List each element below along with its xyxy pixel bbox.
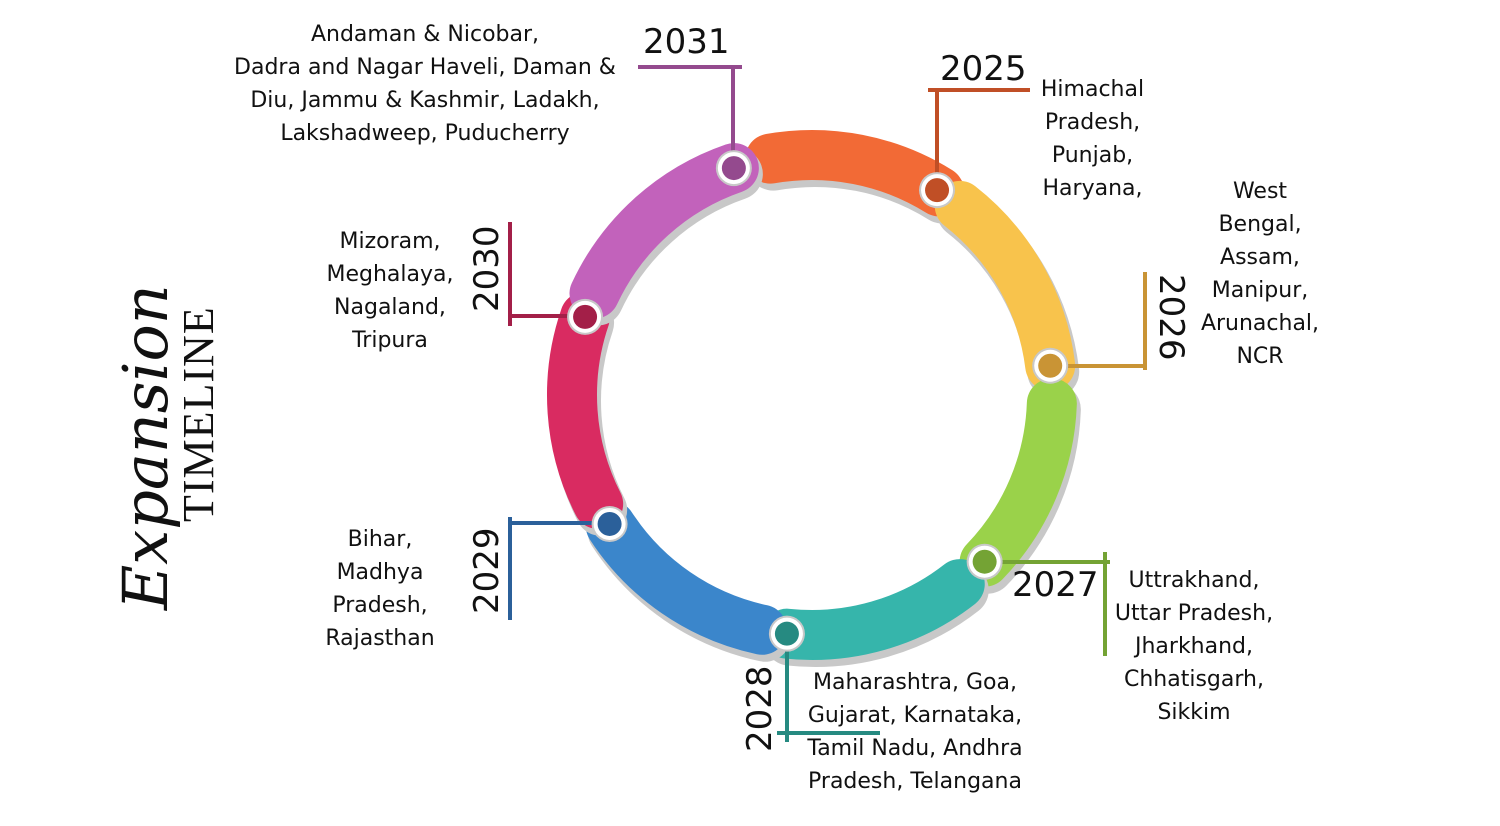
year-2031: 2031 [643, 22, 730, 62]
dot-2030 [573, 304, 598, 329]
regions-2028: Maharashtra, Goa, Gujarat, Karnataka, Ta… [807, 670, 1023, 794]
dot-2025 [925, 178, 950, 203]
year-2025: 2025 [940, 49, 1027, 89]
regions-2031: Andaman & Nicobar, Dadra and Nagar Havel… [234, 22, 616, 146]
segment-2025 [745, 130, 965, 217]
segment-2026 [934, 180, 1076, 391]
regions-2029: Bihar, Madhya Pradesh, Rajasthan [325, 527, 435, 651]
title-script: Expansion [109, 284, 182, 610]
year-2026: 2026 [1151, 274, 1191, 361]
segment-2028 [761, 559, 985, 660]
dot-2026 [1038, 353, 1063, 378]
year-2029: 2029 [467, 527, 507, 614]
segment-2031 [569, 143, 759, 319]
dot-2028 [774, 621, 799, 646]
dot-2031 [721, 156, 746, 181]
dot-2029 [597, 511, 622, 536]
title-caps: TIMELINE [174, 306, 223, 522]
diagram-title: Expansion TIMELINE [109, 284, 223, 610]
dot-2027 [972, 549, 997, 574]
year-2028: 2028 [740, 665, 780, 752]
segment-2027 [959, 378, 1077, 587]
year-2030: 2030 [467, 225, 507, 312]
segment-2029 [585, 500, 788, 655]
year-2027: 2027 [1012, 565, 1099, 605]
regions-2025: Himachal Pradesh, Punjab, Haryana, [1040, 77, 1145, 201]
regions-2027: Uttrakhand, Uttar Pradesh, Jharkhand, Ch… [1114, 568, 1274, 725]
segment-2030 [547, 291, 624, 529]
regions-2026: West Bengal, Assam, Manipur, Arunachal, … [1200, 179, 1320, 369]
regions-2030: Mizoram, Meghalaya, Nagaland, Tripura [326, 229, 454, 353]
